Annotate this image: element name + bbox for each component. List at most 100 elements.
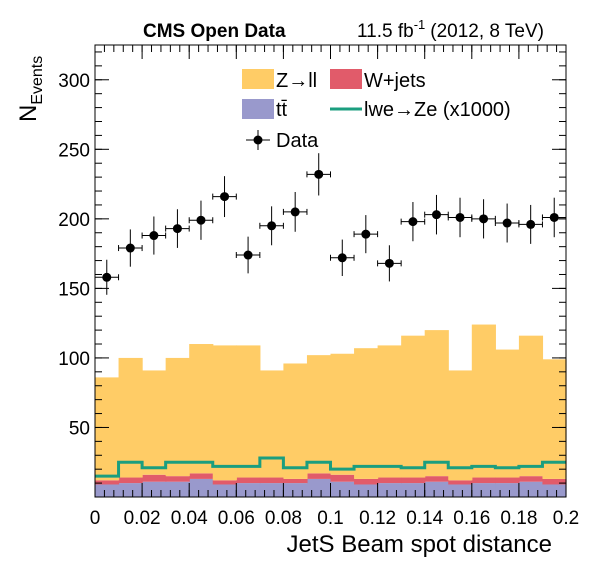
- ttbar-bar-7: [236, 483, 261, 497]
- data-point-8: [259, 206, 284, 246]
- data-marker: [314, 169, 324, 179]
- y-tick-label: 300: [58, 71, 90, 92]
- zll-bar-19: [518, 335, 544, 477]
- data-point-19: [518, 204, 543, 244]
- ttbar-bar-6: [212, 484, 237, 497]
- wjets-bar-6: [212, 480, 237, 485]
- ttbar-bar-14: [401, 483, 426, 497]
- ttbar-bar-5: [189, 478, 214, 497]
- wjets-bar-13: [377, 477, 402, 484]
- x-tick-label: 0.12: [359, 508, 396, 529]
- signal-step-path: [95, 456, 566, 478]
- x-axis-label: JetS Beam spot distance: [287, 531, 552, 558]
- wjets-bar-17: [471, 477, 496, 484]
- zll-bar-14: [401, 335, 426, 478]
- legend-label-zll: Z→ll: [276, 70, 317, 92]
- data-marker: [220, 192, 230, 202]
- legend-label-wjets: W+jets: [364, 70, 426, 92]
- zll-bar-3: [142, 370, 167, 475]
- ttbar-bar-20: [542, 484, 567, 497]
- stacked-histograms: [95, 324, 567, 497]
- zll-bar-9: [283, 363, 308, 479]
- data-marker: [361, 229, 371, 239]
- data-marker: [502, 218, 512, 228]
- ttbar-bar-9: [283, 483, 308, 497]
- y-tick-label: 100: [58, 349, 90, 370]
- wjets-bar-19: [518, 476, 544, 482]
- data-point-20: [541, 197, 567, 238]
- ttbar-bar-3: [142, 481, 167, 497]
- wjets-bar-16: [448, 480, 473, 485]
- data-point-10: [306, 153, 331, 196]
- data-marker: [408, 217, 418, 227]
- ttbar-bar-4: [165, 481, 190, 497]
- chart-subtitle: 11.5 fb-1 (2012, 8 TeV): [357, 17, 544, 42]
- axis-ticks: 0 0.02 0.04 0.06 0.08 0.1 0.12 0.14 0.16 0.18 0.2 5…: [58, 45, 579, 529]
- data-marker: [196, 215, 206, 225]
- legend-swatch-ttbar: [242, 99, 274, 119]
- wjets-bar-9: [283, 478, 308, 484]
- ttbar-bar-12: [354, 484, 379, 497]
- zll-bar-16: [448, 370, 473, 481]
- zll-bar-10: [306, 355, 332, 474]
- x-tick-label: 0: [90, 508, 101, 529]
- zll-bar-1: [95, 377, 120, 481]
- zll-bar-13: [377, 345, 402, 478]
- data-point-13: [377, 245, 402, 282]
- x-tick-label: 0.16: [453, 508, 490, 529]
- wjets-bar-12: [354, 478, 379, 485]
- y-axis-label-sub: Events: [29, 56, 46, 105]
- wjets-bar-5: [189, 473, 214, 479]
- data-marker: [290, 207, 300, 217]
- data-points: [94, 153, 567, 295]
- ttbar-bar-8: [259, 483, 284, 497]
- zll-bar-4: [165, 357, 190, 477]
- legend: Z→ll W+jets tt̄ lwe→Ze (x1000) Data: [242, 69, 511, 152]
- x-tick-label: 0.1: [317, 508, 343, 529]
- x-tick-label: 0.18: [500, 508, 537, 529]
- legend-marker-data: [246, 130, 270, 150]
- data-marker: [479, 214, 489, 224]
- x-tick-label: 0.04: [171, 508, 208, 529]
- subtitle-exponent: -1: [414, 17, 426, 32]
- wjets-bar-10: [306, 473, 332, 479]
- wjets-bar-2: [118, 477, 143, 484]
- zll-bar-7: [236, 345, 261, 478]
- data-marker: [549, 212, 559, 222]
- zll-bar-11: [330, 353, 355, 475]
- data-point-6: [212, 176, 237, 218]
- wjets-bar-20: [542, 478, 567, 485]
- ttbar-bar-1: [95, 484, 120, 497]
- data-point-3: [141, 216, 167, 255]
- data-point-15: [424, 194, 449, 235]
- data-point-12: [353, 215, 379, 254]
- data-marker: [172, 224, 182, 234]
- data-point-14: [400, 202, 426, 242]
- legend-label-ttbar: tt̄: [276, 99, 288, 121]
- signal-step-line: [95, 456, 566, 478]
- ttbar-bar-15: [424, 481, 449, 497]
- legend-label-signal: lwe→Ze (x1000): [364, 99, 511, 121]
- data-marker: [431, 210, 441, 220]
- wjets-bar-4: [165, 476, 190, 482]
- wjets-bar-14: [401, 477, 426, 484]
- data-point-1: [94, 259, 120, 295]
- y-tick-label: 50: [69, 418, 90, 439]
- zll-bar-6: [212, 345, 237, 481]
- legend-swatch-zll: [242, 69, 274, 89]
- wjets-bar-18: [495, 477, 520, 484]
- data-point-9: [282, 192, 308, 232]
- data-marker: [267, 221, 277, 231]
- ttbar-bar-10: [306, 478, 332, 497]
- legend-swatch-wjets: [330, 69, 362, 89]
- data-point-16: [447, 197, 473, 238]
- ttbar-bar-13: [377, 483, 402, 497]
- x-tick-label: 0.14: [406, 508, 443, 529]
- legend-label-data: Data: [276, 130, 319, 152]
- ttbar-bar-11: [330, 481, 355, 497]
- ttbar-bar-18: [495, 483, 520, 497]
- data-marker: [384, 258, 394, 268]
- data-marker: [455, 212, 465, 222]
- data-point-7: [235, 236, 261, 274]
